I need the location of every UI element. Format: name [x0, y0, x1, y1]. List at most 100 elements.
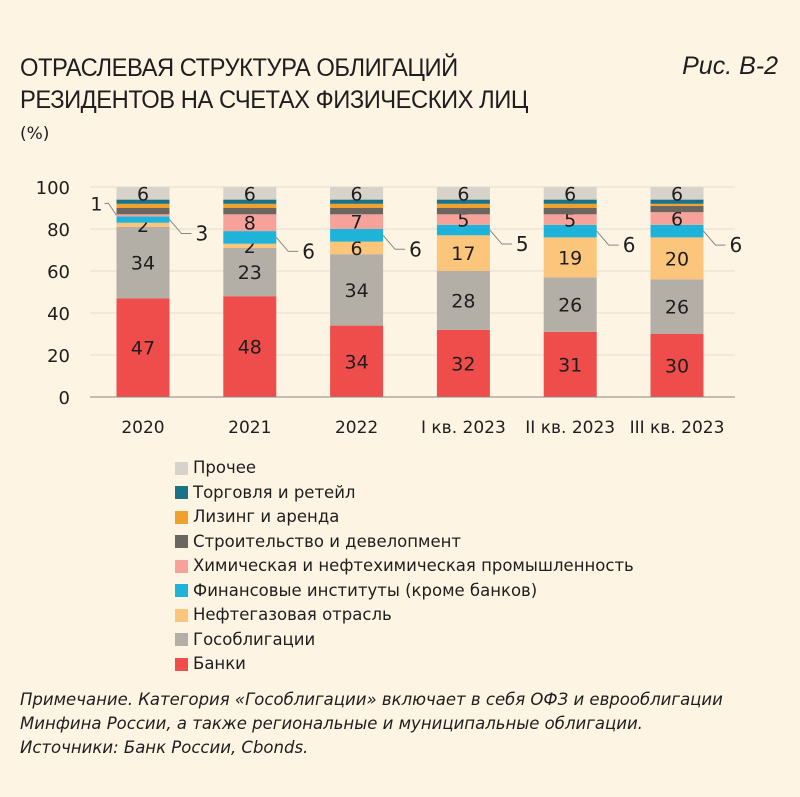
legend-label: Торговля и ретейл [193, 482, 356, 502]
data-label: 48 [238, 337, 262, 359]
legend-swatch [175, 461, 188, 475]
legend-swatch [175, 510, 188, 524]
data-label: 6 [244, 183, 256, 205]
data-label: 5 [457, 210, 469, 232]
bar-segment [116, 226, 170, 299]
data-label: 20 [665, 248, 689, 270]
x-tick-label: II кв. 2023 [525, 418, 615, 438]
bar-segment [116, 214, 170, 217]
bar-segment [650, 205, 704, 213]
bar-segment [436, 271, 490, 330]
bar-segment [436, 224, 490, 236]
bar-segment [436, 235, 490, 271]
data-label: 26 [558, 295, 582, 317]
bar-segment [650, 203, 704, 206]
bar-segment [543, 199, 597, 204]
data-label: 34 [345, 280, 369, 302]
data-label: 3 [196, 222, 209, 246]
bar-segment [223, 296, 277, 397]
data-label: 6 [409, 237, 422, 261]
bar-segment [650, 237, 704, 280]
bar-segment [650, 187, 704, 200]
callout-line [596, 230, 619, 246]
callout-line [489, 229, 512, 245]
legend-item: Химическая и нефтехимическая промышленно… [175, 554, 634, 579]
legend-label: Химическая и нефтехимическая промышленно… [193, 556, 634, 575]
legend-item: Гособлигации [175, 628, 634, 653]
bar-segment [650, 224, 704, 238]
data-label: 1 [90, 193, 102, 215]
callout-line [169, 219, 192, 235]
bar-segment [436, 203, 490, 208]
bar-segment [330, 214, 384, 229]
bar-segment [650, 212, 704, 225]
bar-segment [223, 243, 277, 248]
bar-segment [116, 298, 170, 397]
legend-item: Финансовые институты (кроме банков) [175, 579, 634, 604]
legend-item: Лизинг и аренда [175, 505, 634, 530]
data-label: 28 [451, 290, 475, 312]
x-tick-label: 2021 [228, 418, 271, 438]
bar-segment [543, 277, 597, 332]
bar-segment [330, 203, 384, 208]
data-label: 17 [451, 243, 475, 265]
legend-swatch [175, 633, 188, 647]
x-tick-label: III кв. 2023 [630, 418, 725, 438]
callout-line [104, 202, 117, 216]
legend: Прочее Торговля и ретейл Лизинг и аренда Ст… [175, 456, 634, 677]
bar-segment [116, 208, 170, 215]
callout-line [382, 234, 406, 250]
y-tick-label: 80 [47, 220, 70, 241]
footnote: Примечание. Категория «Гособлигации» вкл… [20, 688, 780, 760]
y-tick-label: 60 [47, 262, 70, 283]
data-label: 8 [244, 213, 256, 235]
bar-segment [330, 199, 384, 204]
bar-segment [116, 222, 170, 227]
x-tick-label: 2022 [335, 418, 378, 438]
bar-segment [330, 187, 384, 200]
bar-segment [543, 224, 597, 238]
legend-label: Банки [193, 654, 246, 673]
bar-segment [436, 199, 490, 204]
data-label: 6 [137, 183, 149, 205]
legend-label: Строительство и девелопмент [193, 531, 462, 551]
bar-segment [330, 208, 384, 215]
bar-segment [543, 237, 597, 278]
bar-segment [223, 214, 277, 232]
bar-segment [436, 187, 490, 200]
legend-label: Финансовые институты (кроме банков) [193, 580, 538, 600]
callout-line [703, 230, 726, 246]
bar-segment [223, 208, 277, 215]
data-label: 6 [351, 183, 363, 205]
bar-segment [543, 187, 597, 200]
legend-swatch [175, 559, 188, 573]
data-label: 6 [457, 183, 469, 205]
bar-segment [223, 231, 277, 244]
data-label: 34 [131, 253, 155, 275]
x-tick-label: 2020 [121, 418, 164, 438]
bar-segment [543, 203, 597, 208]
figure-label: Рис. В-2 [682, 52, 778, 80]
bar-segment [223, 199, 277, 204]
bar-segment [116, 187, 170, 200]
bar-segment [116, 216, 170, 223]
legend-swatch [175, 535, 188, 549]
data-label: 32 [451, 353, 475, 375]
unit-label: (%) [20, 124, 50, 144]
data-label: 6 [564, 183, 576, 205]
legend-item: Банки [175, 652, 634, 677]
data-label: 6 [351, 238, 363, 260]
bar-segment [543, 331, 597, 397]
title-line-1: ОТРАСЛЕВАЯ СТРУКТУРА ОБЛИГАЦИЙ [20, 54, 458, 82]
bar-segment [330, 229, 384, 242]
bar-segment [116, 199, 170, 204]
y-tick-label: 40 [47, 304, 70, 325]
legend-label: Гособлигации [193, 629, 316, 649]
data-label: 6 [730, 233, 743, 257]
bar-segment [436, 214, 490, 225]
bar-segment [330, 241, 384, 255]
callout-line [275, 237, 299, 252]
data-label: 31 [558, 354, 582, 376]
legend-item: Нефтегазовая отрасль [175, 603, 634, 628]
legend-swatch [175, 486, 188, 500]
